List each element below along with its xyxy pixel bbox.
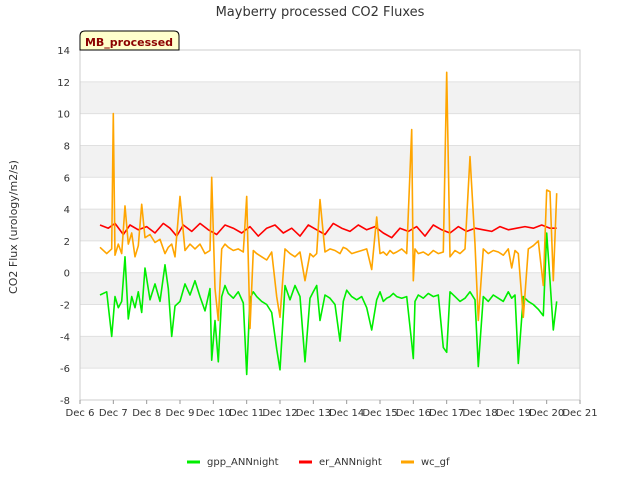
legend-label-wc: wc_gf [421,457,450,468]
plot-bands [80,81,580,369]
series-line-er-annnight [99,222,557,239]
series-line-wc-gf [99,71,558,330]
series-line-gpp-annnight [99,232,558,376]
x-tick-label: Dec 6 [66,408,95,419]
plot-band [80,145,580,178]
plot-band [80,81,580,114]
x-tick-label: Dec 7 [99,408,128,419]
x-tick-label: Dec 16 [396,408,431,419]
plot-band [80,336,580,369]
chart-title: Mayberry processed CO2 Fluxes [216,5,425,20]
legend: gpp_ANNnight er_ANNnight wc_gf [187,457,450,468]
x-tick-label: Dec 8 [132,408,161,419]
legend-label-er: er_ANNnight [319,457,382,468]
y-tick-label: 14 [57,46,70,57]
y-tick-label: 6 [64,173,70,184]
x-tick-label: Dec 11 [229,408,264,419]
x-tick-label: Dec 10 [196,408,231,419]
badge-label: MB_processed [85,36,173,49]
x-tick-label: Dec 21 [562,408,597,419]
x-tick-label: Dec 17 [429,408,464,419]
y-tick-label: 2 [64,237,70,248]
x-tick-label: Dec 20 [529,408,564,419]
y-axis-label: CO2 Flux (urology/m2/s) [7,160,20,294]
processed-badge: MB_processed [79,30,180,51]
legend-label-gpp: gpp_ANNnight [207,457,279,468]
badge-box [79,30,180,51]
x-tick-label: Dec 15 [362,408,397,419]
x-tick-label: Dec 19 [496,408,531,419]
y-tick-label: -6 [60,364,70,375]
plot-band [80,209,580,241]
x-tick-label: Dec 18 [462,408,497,419]
x-tick-label: Dec 14 [329,408,364,419]
y-axis-ticks: -8 -6 -4 -2 0 2 4 6 8 10 12 14 [57,46,70,407]
y-tick-label: -2 [60,301,70,312]
plot-area-border [79,49,581,401]
y-tick-label: 10 [57,110,70,121]
series-lines [99,71,558,376]
y-tick-label: -4 [60,332,70,343]
x-tick-label: Dec 13 [296,408,331,419]
x-tick-label: Dec 9 [166,408,195,419]
y-tick-label: 12 [57,78,70,89]
x-tick-label: Dec 12 [262,408,297,419]
y-tick-label: 4 [64,205,70,216]
y-tick-label: 8 [64,141,70,152]
y-tick-label: 0 [64,269,70,280]
y-tick-label: -8 [60,396,70,407]
